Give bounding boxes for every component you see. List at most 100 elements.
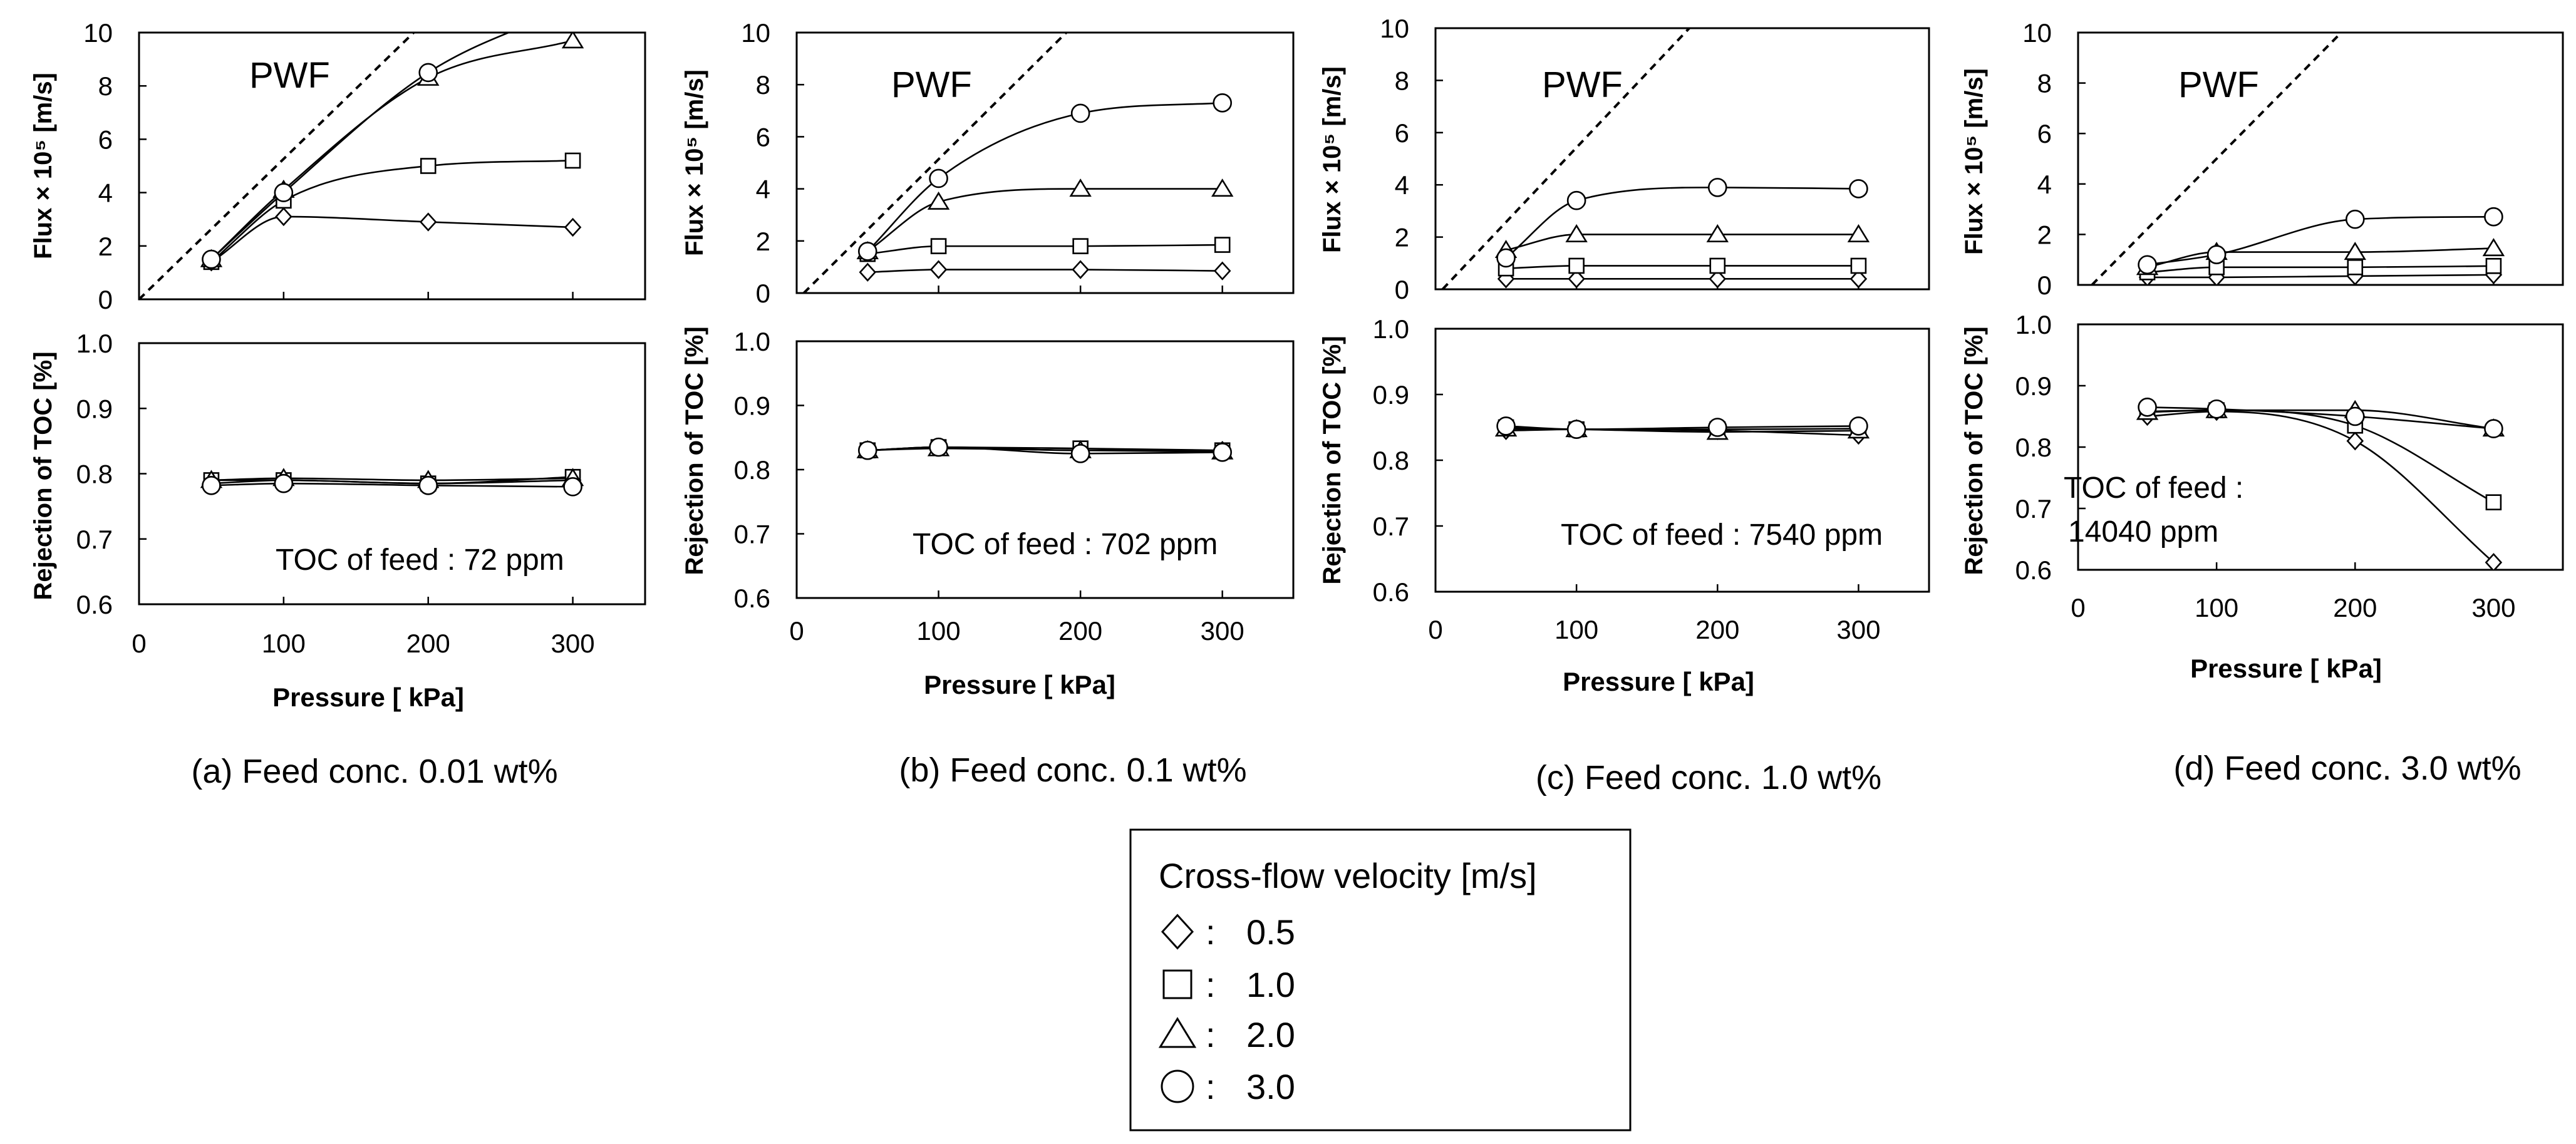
y-tick-label: 10 [83,18,113,48]
series-line-0-5 [210,215,573,263]
data-point-diamond [1709,269,1727,289]
plot-frame [1434,327,1930,593]
legend-item-colon: : [1206,1067,1216,1106]
data-point-square [1709,257,1726,274]
rejection-y-axis-label: Rejection of TOC [%] [681,326,708,575]
series-line-3-0 [867,102,1223,252]
series-line-2-0 [867,447,1223,453]
y-tick-label: 0 [98,285,113,314]
rejection-chart: 0.6 0.7 0.8 0.9 1.0 0 100 200 300 [1373,314,1930,644]
y-tick-label: 4 [2037,170,2052,199]
y-tick-label: 0 [756,279,770,308]
square-marker-icon [1162,969,1192,999]
toc-annotation: TOC of feed : 702 ppm [913,528,1218,561]
series-line-1-0 [867,244,1223,255]
series-line-2-0 [1506,234,1859,251]
panel-caption: (d) Feed conc. 3.0 wt% [2173,750,2521,787]
data-point-square [1850,257,1867,274]
series-line-0-5 [2147,410,2495,564]
data-point-circle [2206,399,2227,419]
y-tick-label: 6 [756,122,770,152]
y-tick-label: 6 [98,125,113,154]
data-point-triangle [1069,178,1092,197]
y-tick-label: 0.7 [76,525,113,554]
y-tick-label: 4 [1395,170,1409,200]
pwf-label: PWF [249,55,330,96]
x-tick-label: 300 [1836,615,1880,644]
data-point-circle [202,249,221,269]
diamond-marker-shape [1161,914,1194,950]
data-point-diamond [929,260,948,279]
data-point-circle [2484,419,2503,438]
data-point-square [2485,494,2502,511]
x-tick-label: 0 [789,616,804,646]
y-tick-label: 2 [98,232,113,261]
flux-chart: 0 2 4 6 8 10 [83,18,646,314]
y-tick-label: 4 [756,175,770,204]
series-line-2-0 [211,477,573,482]
toc-annotation-line-1: TOC of feed : [2064,472,2243,505]
legend-item-label: 3.0 [1246,1067,1295,1106]
legend-item-label: 0.5 [1246,912,1295,952]
data-point-circle [2138,397,2157,417]
toc-annotation-line-2: 14040 ppm [2068,515,2218,549]
data-point-circle [2138,255,2157,275]
data-point-circle [1849,179,1868,198]
series-line-1-0 [2147,265,2494,274]
y-tick-label: 0.6 [76,590,113,619]
data-point-circle [1213,93,1233,113]
x-tick-label: 300 [1201,616,1244,646]
data-point-circle [274,183,294,202]
x-axis-label: Pressure [ kPa] [1563,667,1754,696]
data-point-triangle [2482,238,2505,257]
data-point-circle [1849,416,1868,436]
x-axis-label: Pressure [ kPa] [924,670,1115,699]
data-point-circle [929,437,948,457]
legend-item: : 3.0 [1161,1067,1295,1106]
y-tick-label: 0.8 [734,455,770,485]
series-line-0-5 [2147,274,2494,279]
data-point-circle [1566,420,1586,439]
y-tick-label: 1.0 [76,329,113,358]
pwf-line [139,33,415,299]
data-point-square [2347,259,2364,276]
data-point-diamond [419,212,437,232]
y-tick-label: 10 [1380,14,1409,43]
flux-y-axis-label: Flux × 10⁵ [m/s] [681,70,708,256]
data-point-circle [857,242,877,261]
pwf-line [2091,33,2342,285]
series-line-3-0 [1506,425,1859,430]
x-tick-label: 200 [406,629,450,658]
plot-frame [795,31,1295,294]
rejection-chart: 0.6 0.7 0.8 0.9 1.0 0 100 200 300 [76,329,646,658]
x-tick-label: 0 [1428,615,1442,644]
plot-area [856,437,1234,463]
x-tick-label: 100 [917,616,961,646]
series-line-1-0 [211,476,573,485]
data-point-circle [202,475,221,495]
series-line-3-0 [1505,187,1859,259]
data-point-circle [1496,248,1516,268]
x-tick-label: 300 [551,629,595,658]
x-tick-label: 200 [1058,616,1102,646]
y-tick-label: 0.7 [734,520,770,549]
x-tick-label: 0 [2071,593,2085,622]
data-point-diamond [859,262,877,282]
pwf-label: PWF [891,64,972,105]
y-tick-label: 4 [98,178,113,208]
series-line-3-0 [867,446,1223,455]
data-point-triangle [561,33,584,49]
plot-area [802,33,1234,293]
y-tick-label: 0.6 [734,584,770,613]
data-point-diamond [1849,269,1868,289]
data-point-circle [1213,443,1233,462]
pwf-line [802,33,1067,293]
flux-y-axis-label: Flux × 10⁵ [m/s] [1318,66,1346,253]
x-tick-label: 100 [262,629,306,658]
toc-annotation: TOC of feed : 72 ppm [276,544,564,577]
y-tick-label: 1.0 [734,327,770,356]
legend-item: : 0.5 [1161,912,1295,952]
data-point-square [1072,238,1089,254]
plot-area [2136,397,2505,570]
